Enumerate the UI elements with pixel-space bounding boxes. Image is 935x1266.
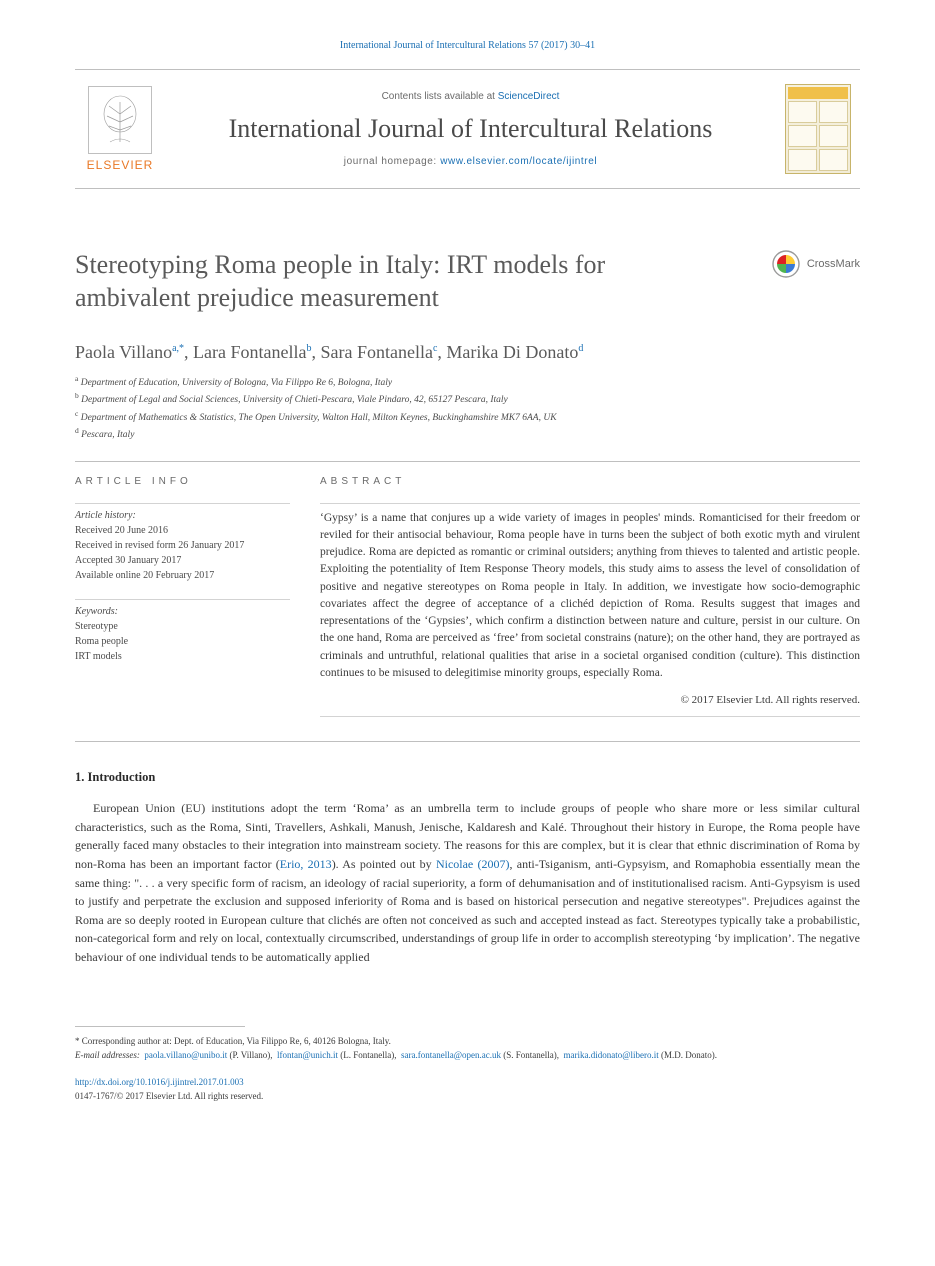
author-email-link[interactable]: lfontan@unich.it [277, 1050, 338, 1060]
intro-paragraph: European Union (EU) institutions adopt t… [75, 799, 860, 966]
doi-block: http://dx.doi.org/10.1016/j.ijintrel.201… [75, 1076, 860, 1103]
author: Sara Fontanellac [320, 342, 437, 362]
crossmark-icon [771, 249, 801, 279]
elsevier-tree-icon [88, 86, 152, 154]
masthead-center: Contents lists available at ScienceDirec… [165, 80, 776, 178]
author: Paola Villanoa,* [75, 342, 184, 362]
abstract-copyright: © 2017 Elsevier Ltd. All rights reserved… [320, 694, 860, 706]
contents-prefix: Contents lists available at [382, 91, 498, 102]
journal-homepage-link[interactable]: www.elsevier.com/locate/ijintrel [440, 156, 597, 167]
title-row: Stereotyping Roma people in Italy: IRT m… [75, 249, 860, 314]
affiliation: d Pescara, Italy [75, 425, 860, 442]
intro-text: ). As pointed out by [332, 857, 436, 871]
history-item: Received in revised form 26 January 2017 [75, 538, 290, 553]
elsevier-wordmark: ELSEVIER [87, 158, 154, 172]
history-item: Accepted 30 January 2017 [75, 553, 290, 568]
author-email-link[interactable]: paola.villano@unibo.it [144, 1050, 227, 1060]
author-name-paren: (L. Fontanella) [340, 1050, 394, 1060]
article-title: Stereotyping Roma people in Italy: IRT m… [75, 249, 715, 314]
divider [320, 503, 860, 504]
affiliation: c Department of Mathematics & Statistics… [75, 408, 860, 425]
article-info-heading: ARTICLE INFO [75, 476, 290, 487]
divider [75, 461, 860, 462]
info-abstract-row: ARTICLE INFO Article history: Received 2… [75, 476, 860, 724]
keyword: IRT models [75, 649, 290, 664]
abstract-heading: ABSTRACT [320, 476, 860, 487]
intro-text: , anti-Tsiganism, anti-Gypsyism, and Rom… [75, 857, 860, 964]
author: Lara Fontanellab [193, 342, 311, 362]
journal-homepage-line: journal homepage: www.elsevier.com/locat… [171, 156, 770, 167]
homepage-prefix: journal homepage: [344, 156, 440, 167]
author-list: Paola Villanoa,*, Lara Fontanellab, Sara… [75, 342, 860, 363]
running-head: International Journal of Intercultural R… [75, 40, 860, 51]
divider [75, 599, 290, 600]
divider [75, 503, 290, 504]
author-name-paren: (P. Villano) [229, 1050, 270, 1060]
affiliation: b Department of Legal and Social Science… [75, 390, 860, 407]
affiliation: a Department of Education, University of… [75, 373, 860, 390]
journal-title: International Journal of Intercultural R… [171, 114, 770, 144]
contents-lists-line: Contents lists available at ScienceDirec… [171, 91, 770, 102]
author-name-paren: (S. Fontanella) [503, 1050, 557, 1060]
affiliation-list: a Department of Education, University of… [75, 373, 860, 443]
journal-cover-thumbnail [785, 84, 851, 174]
masthead: ELSEVIER Contents lists available at Sci… [75, 69, 860, 189]
cover-thumbnail-block [776, 80, 860, 178]
history-label: Article history: [75, 510, 290, 521]
keyword: Stereotype [75, 619, 290, 634]
author: Marika Di Donatod [446, 342, 583, 362]
crossmark-badge[interactable]: CrossMark [771, 249, 860, 279]
doi-link[interactable]: http://dx.doi.org/10.1016/j.ijintrel.201… [75, 1077, 244, 1087]
history-item: Received 20 June 2016 [75, 523, 290, 538]
article-info: ARTICLE INFO Article history: Received 2… [75, 476, 290, 724]
footnotes: * Corresponding author at: Dept. of Educ… [75, 1035, 860, 1062]
footnote-divider [75, 1026, 245, 1027]
author-email-link[interactable]: sara.fontanella@open.ac.uk [401, 1050, 501, 1060]
email-label: E-mail addresses: [75, 1050, 140, 1060]
corresponding-author-note: * Corresponding author at: Dept. of Educ… [75, 1035, 860, 1049]
divider [75, 741, 860, 742]
divider [320, 716, 860, 717]
sciencedirect-link[interactable]: ScienceDirect [498, 91, 560, 102]
citation-link[interactable]: Nicolae (2007) [436, 857, 510, 871]
keywords-list: Stereotype Roma people IRT models [75, 619, 290, 664]
author-name-paren: (M.D. Donato) [661, 1050, 715, 1060]
history-item: Available online 20 February 2017 [75, 568, 290, 583]
publisher-block: ELSEVIER [75, 80, 165, 178]
keyword: Roma people [75, 634, 290, 649]
email-addresses-line: E-mail addresses: paola.villano@unibo.it… [75, 1049, 860, 1063]
author-email-link[interactable]: marika.didonato@libero.it [564, 1050, 659, 1060]
crossmark-label: CrossMark [807, 258, 860, 270]
abstract-block: ABSTRACT ‘Gypsy’ is a name that conjures… [320, 476, 860, 724]
issn-copyright-line: 0147-1767/© 2017 Elsevier Ltd. All right… [75, 1091, 263, 1101]
intro-heading: 1. Introduction [75, 770, 860, 785]
abstract-text: ‘Gypsy’ is a name that conjures up a wid… [320, 510, 860, 683]
citation-link[interactable]: Erio, 2013 [280, 857, 332, 871]
history-list: Received 20 June 2016 Received in revise… [75, 523, 290, 583]
keywords-label: Keywords: [75, 606, 290, 617]
